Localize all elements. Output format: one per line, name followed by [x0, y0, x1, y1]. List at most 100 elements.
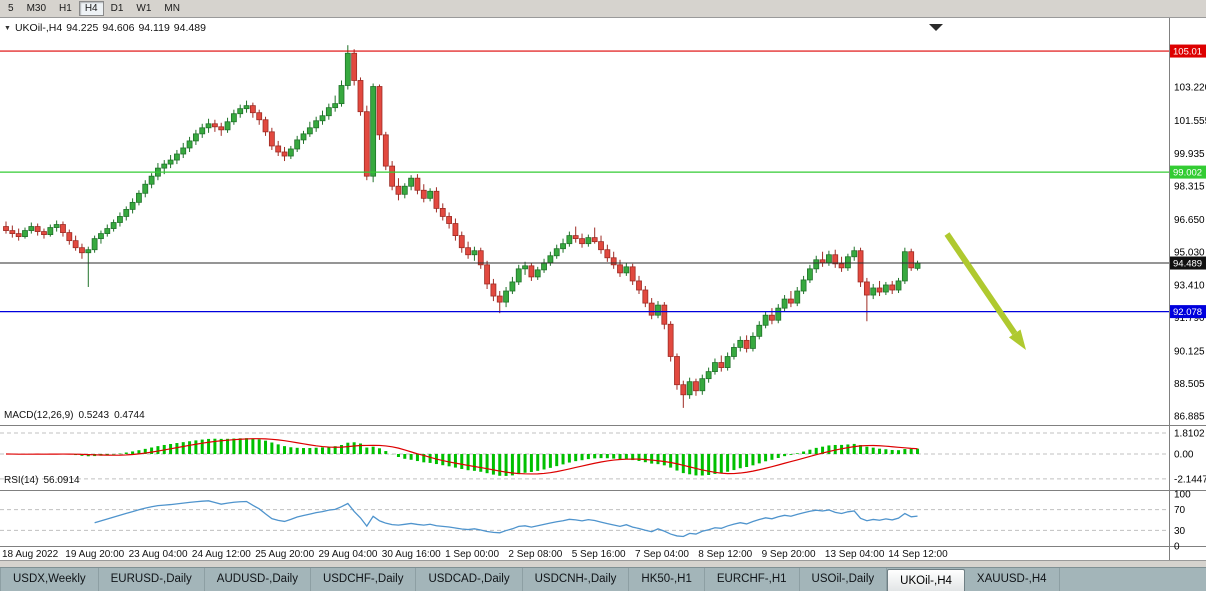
- candle-body: [794, 290, 801, 304]
- timeframe-button-M30[interactable]: M30: [26, 3, 47, 14]
- candle-body: [218, 126, 225, 131]
- price-badge-92.078: [1170, 305, 1206, 319]
- candle-body: [648, 302, 655, 316]
- price-axis-label: 99.935: [1174, 149, 1205, 160]
- tab-xauusd-h4[interactable]: XAUUSD-,H4: [965, 568, 1060, 591]
- candle-body: [117, 216, 123, 223]
- price-axis-label: 103.220: [1174, 83, 1206, 94]
- candle-body: [788, 298, 794, 304]
- timeframe-button-H1[interactable]: H1: [59, 3, 72, 14]
- candle-body: [433, 190, 440, 209]
- time-axis-label: 13 Sep 04:00: [825, 549, 885, 560]
- candle-body: [363, 111, 370, 177]
- price-badge-94.489: [1170, 256, 1206, 270]
- tab-usdcad-daily[interactable]: USDCAD-,Daily: [416, 568, 523, 591]
- candle-body: [642, 289, 649, 304]
- timeframe-button-MN[interactable]: MN: [164, 3, 180, 14]
- rsi-axis-label: 30: [1174, 526, 1186, 537]
- candle-body: [85, 249, 92, 254]
- candle-body: [15, 233, 22, 238]
- price-badge-text: 92.078: [1173, 307, 1202, 318]
- candle-body: [743, 339, 750, 349]
- tab-audusd-daily[interactable]: AUDUSD-,Daily: [205, 568, 311, 591]
- candle-body: [458, 235, 465, 249]
- candle-body: [477, 250, 484, 266]
- candle-body: [515, 268, 522, 283]
- candle-body: [211, 123, 218, 128]
- trend-arrow-head[interactable]: [1008, 329, 1026, 350]
- candle-body: [357, 80, 364, 113]
- candle-body: [566, 235, 573, 245]
- tab-ukoil-h4[interactable]: UKOil-,H4: [887, 569, 965, 591]
- macd-histogram: [10, 438, 920, 476]
- timeframe-button-D1[interactable]: D1: [110, 3, 124, 14]
- timeframe-button-H4[interactable]: H4: [78, 1, 104, 16]
- candle-body: [522, 265, 528, 270]
- chart-canvas[interactable]: 103.220 101.555 99.935 98.315 96.650 95.030 93…: [0, 18, 1206, 560]
- price-axis-label: 95.030: [1174, 248, 1205, 259]
- candle-body: [712, 362, 718, 373]
- tab-usdchf-daily[interactable]: USDCHF-,Daily: [311, 568, 417, 591]
- candle-body: [737, 339, 744, 348]
- candle-body: [541, 262, 547, 271]
- candle-body: [484, 264, 490, 285]
- price-axis-label: 91.790: [1174, 313, 1205, 324]
- candle-body: [775, 307, 782, 321]
- candle-body: [230, 113, 237, 123]
- price-badge-text: 105.01: [1173, 47, 1202, 58]
- candle-body: [876, 287, 883, 293]
- candle-body: [98, 233, 104, 240]
- tab-eurusd-daily[interactable]: EURUSD-,Daily: [99, 568, 205, 591]
- candle-body: [718, 362, 725, 368]
- candle-body: [313, 120, 320, 129]
- price-axis-label: 101.555: [1174, 116, 1206, 127]
- candle-body: [167, 159, 174, 165]
- symbol-tab-bar: USDX,Weekly EURUSD-,Daily AUDUSD-,Daily USD…: [0, 567, 1206, 591]
- candle-body: [680, 384, 687, 396]
- time-axis-label: 1 Sep 00:00: [445, 549, 499, 560]
- candle-body: [750, 335, 756, 349]
- timeframe-button-5[interactable]: 5: [8, 3, 14, 14]
- tab-hk50-h1[interactable]: HK50-,H1: [629, 568, 705, 591]
- candle-body: [60, 224, 66, 233]
- candle-body: [420, 189, 427, 199]
- candle-body: [351, 52, 358, 81]
- candle-body: [142, 183, 149, 194]
- candle-body: [781, 298, 788, 309]
- time-axis-label: 5 Sep 16:00: [572, 549, 626, 560]
- candle-body: [319, 115, 326, 122]
- macd-axis-label: 0.00: [1174, 450, 1194, 461]
- price-axis-label: 90.125: [1174, 346, 1205, 357]
- timeframe-button-W1[interactable]: W1: [136, 3, 152, 14]
- price-axis-label: 96.650: [1174, 215, 1205, 226]
- candle-body: [509, 281, 516, 292]
- price-axis-label: 86.885: [1174, 412, 1205, 423]
- candle-body: [813, 259, 820, 270]
- candle-body: [667, 323, 674, 357]
- candle-body: [344, 52, 351, 86]
- candle-body: [129, 201, 136, 210]
- candle-body: [281, 151, 288, 157]
- candle-body: [579, 238, 585, 245]
- time-axis-label: 9 Sep 20:00: [762, 549, 816, 560]
- candle-body: [560, 243, 566, 250]
- tab-usoil-daily[interactable]: USOil-,Daily: [800, 568, 888, 591]
- candle-body: [465, 247, 471, 256]
- tab-usdcnh-daily[interactable]: USDCNH-,Daily: [523, 568, 630, 591]
- candle-body: [370, 86, 377, 177]
- candle-body: [439, 208, 446, 217]
- tab-usdx-weekly[interactable]: USDX,Weekly: [0, 568, 99, 591]
- price-badge-text: 94.489: [1173, 259, 1202, 270]
- tab-eurchf-h1[interactable]: EURCHF-,H1: [705, 568, 800, 591]
- candle-body: [148, 175, 155, 185]
- candle-body: [136, 192, 142, 203]
- candle-body: [686, 381, 693, 396]
- rsi-axis-label: 100: [1174, 490, 1191, 501]
- candle-body: [325, 107, 332, 117]
- chart-shift-marker[interactable]: [929, 24, 943, 31]
- candle-body: [287, 148, 294, 157]
- time-axis-label: 29 Aug 04:00: [319, 549, 378, 560]
- time-axis-label: 24 Aug 12:00: [192, 549, 251, 560]
- trend-arrow-shaft[interactable]: [944, 232, 1018, 336]
